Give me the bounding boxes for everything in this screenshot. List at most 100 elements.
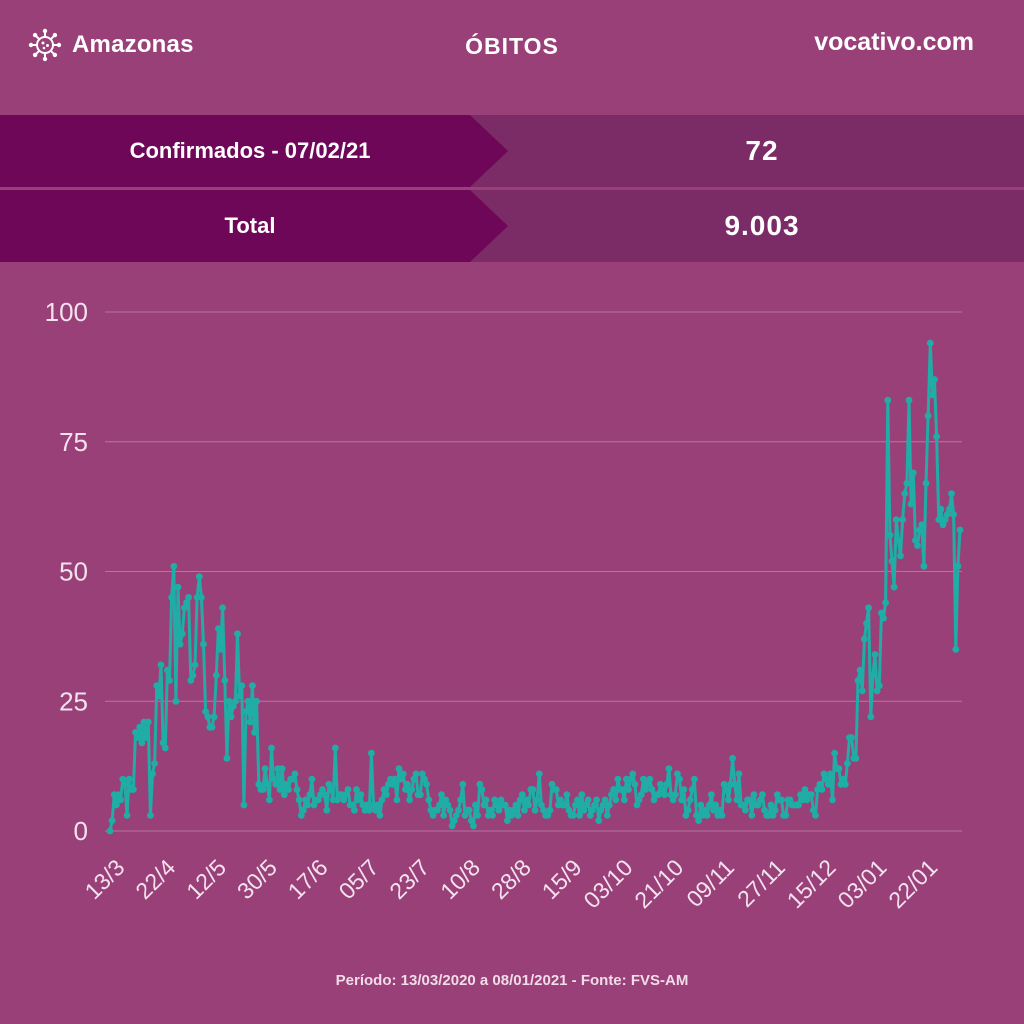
data-point <box>308 775 316 783</box>
y-tick-label: 0 <box>74 816 88 846</box>
data-point <box>399 770 407 778</box>
data-point <box>824 780 832 788</box>
data-point <box>659 786 666 793</box>
data-point <box>223 754 231 762</box>
confirmed-value: 72 <box>745 135 779 166</box>
data-point <box>924 412 932 420</box>
data-point <box>712 801 719 809</box>
data-point <box>491 796 498 804</box>
data-point <box>769 812 777 819</box>
data-point <box>759 791 766 799</box>
data-point <box>446 806 454 814</box>
data-point <box>159 739 167 747</box>
data-point <box>512 801 520 809</box>
data-point <box>495 806 503 814</box>
data-point <box>510 806 518 814</box>
header: Amazonas ÓBITOS vocativo.com <box>0 0 1024 96</box>
data-point <box>629 770 637 778</box>
data-point <box>708 791 715 799</box>
data-point <box>470 822 477 830</box>
data-point <box>599 801 607 809</box>
data-point <box>297 812 305 819</box>
data-point <box>890 583 898 591</box>
data-point <box>293 786 301 793</box>
data-point <box>444 801 452 809</box>
data-point <box>782 812 790 819</box>
data-point <box>640 775 647 783</box>
brand: Amazonas <box>28 28 194 62</box>
data-point <box>268 744 275 752</box>
data-point <box>319 786 326 793</box>
data-point <box>472 801 479 809</box>
data-point <box>497 796 505 804</box>
data-point <box>608 791 615 799</box>
data-point <box>132 729 139 736</box>
data-point <box>187 677 195 684</box>
data-point <box>402 786 409 793</box>
data-point <box>582 801 590 809</box>
data-point <box>395 765 403 773</box>
y-tick-label: 100 <box>45 297 88 327</box>
data-point <box>455 806 462 814</box>
data-point <box>595 817 603 824</box>
data-point <box>531 806 539 814</box>
data-point <box>729 754 736 762</box>
data-point <box>436 801 443 809</box>
data-point <box>147 812 154 819</box>
data-point <box>820 770 828 778</box>
data-point <box>210 713 218 721</box>
data-point <box>236 692 244 700</box>
data-point <box>816 780 824 788</box>
data-point <box>665 765 673 773</box>
confirmed-row-bg <box>0 115 1024 187</box>
brand-name: Amazonas <box>72 31 194 58</box>
data-point <box>368 749 375 757</box>
data-point <box>302 796 309 804</box>
data-point <box>654 791 662 799</box>
data-point <box>657 780 664 788</box>
data-point <box>540 806 547 814</box>
data-point <box>465 806 473 814</box>
data-point <box>882 599 889 606</box>
data-point <box>493 801 501 809</box>
data-point <box>246 718 254 726</box>
data-point <box>285 786 292 793</box>
data-point <box>565 806 573 814</box>
data-point <box>255 780 263 788</box>
data-point <box>693 812 700 819</box>
data-point <box>856 666 864 674</box>
data-point <box>848 734 855 741</box>
data-point <box>351 806 358 814</box>
virus-icon <box>28 28 62 62</box>
data-point <box>593 796 600 804</box>
data-point <box>149 770 156 778</box>
data-point <box>557 796 564 804</box>
total-row-bg <box>0 190 1024 262</box>
data-point <box>516 796 524 804</box>
data-point <box>918 521 926 529</box>
data-point <box>429 812 437 819</box>
data-point <box>389 780 396 788</box>
data-point <box>867 713 875 721</box>
data-point <box>106 827 114 835</box>
data-point <box>172 697 180 705</box>
data-point <box>742 806 749 814</box>
data-point <box>739 801 747 809</box>
data-point <box>363 801 371 809</box>
data-point <box>926 339 934 347</box>
data-point <box>544 812 552 819</box>
data-point <box>703 812 711 819</box>
data-point <box>227 713 235 721</box>
data-point <box>518 791 526 799</box>
data-point <box>487 806 494 814</box>
data-point <box>204 713 212 721</box>
data-point <box>756 796 764 804</box>
data-point <box>580 806 588 814</box>
data-point <box>661 791 668 799</box>
total-label: Total <box>224 213 276 238</box>
x-tick-label: 17/6 <box>283 854 333 904</box>
data-point <box>807 791 815 799</box>
data-point <box>397 775 405 783</box>
data-point <box>576 812 583 819</box>
data-point <box>416 791 424 799</box>
